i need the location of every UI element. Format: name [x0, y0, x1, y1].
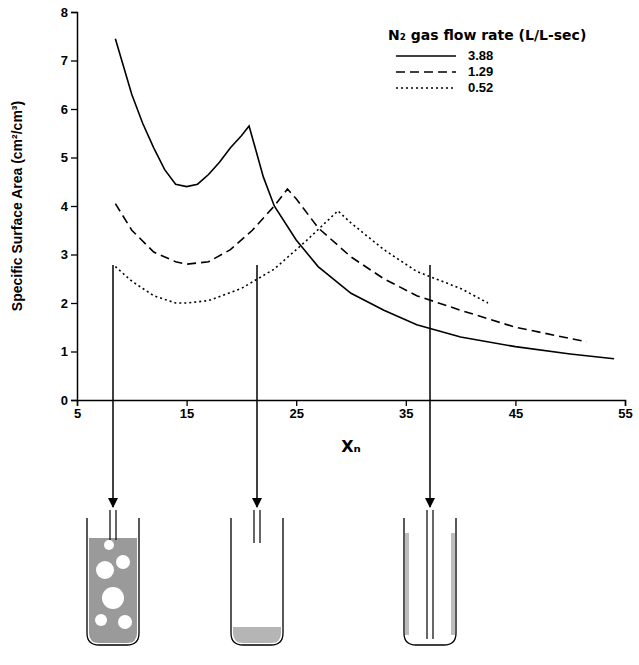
arrow — [112, 265, 114, 507]
tick: 8 — [61, 5, 77, 20]
legend-swatch — [396, 71, 456, 73]
tick: 3 — [61, 247, 77, 262]
x-axis-title: Xₙ — [341, 437, 361, 456]
legend: N₂ gas flow rate (L/L-sec) 3.881.290.52 — [388, 27, 586, 95]
tick-mark — [71, 303, 77, 304]
axis-line — [71, 13, 78, 401]
bubble — [104, 540, 114, 550]
tick-mark — [71, 157, 77, 158]
gas-pipe — [432, 510, 433, 639]
foam — [233, 627, 281, 643]
tick-mark — [296, 400, 297, 406]
tick-label: 7 — [61, 53, 68, 68]
tick-mark — [71, 254, 77, 255]
legend-label: 1.29 — [468, 64, 493, 79]
series-line — [115, 39, 614, 359]
tick-label: 25 — [289, 406, 303, 421]
tick-label: 3 — [61, 247, 68, 262]
arrow — [429, 265, 431, 507]
legend-swatch — [396, 55, 456, 57]
tube-wall — [87, 518, 139, 645]
tick-label: 6 — [61, 102, 68, 117]
tick-label: 55 — [618, 406, 632, 421]
tick-label: 15 — [180, 406, 194, 421]
tube-wall — [404, 518, 456, 645]
bubble — [118, 615, 132, 629]
tick: 25 — [289, 400, 303, 421]
x-axis: 5 15 25 35 45 55 — [74, 400, 633, 421]
tick-mark — [71, 206, 77, 207]
tick-mark — [186, 400, 187, 406]
legend-swatch — [396, 87, 456, 89]
tick: 4 — [61, 199, 77, 214]
tick: 5 — [74, 400, 81, 421]
tick-label: 0 — [61, 393, 68, 408]
film — [451, 533, 455, 635]
tick: 1 — [61, 344, 77, 359]
tick-label: 8 — [61, 5, 68, 20]
bubble — [95, 614, 107, 626]
tick-label: 5 — [61, 150, 68, 165]
tick: 45 — [509, 400, 523, 421]
tick: 55 — [618, 400, 632, 421]
tube — [87, 510, 139, 645]
film — [405, 533, 409, 635]
tube-wall — [231, 518, 283, 645]
tick-mark — [71, 12, 77, 13]
tick-label: 2 — [61, 296, 68, 311]
y-axis: 0 1 2 3 4 5 6 7 8 — [61, 5, 78, 408]
gas-pipe — [109, 510, 110, 540]
gas-pipe — [426, 510, 427, 639]
tube — [231, 510, 283, 645]
bubble — [102, 587, 124, 609]
tick-mark — [71, 109, 77, 110]
arrow — [256, 265, 258, 507]
gas-pipe — [115, 510, 116, 540]
tick: 6 — [61, 102, 77, 117]
gas-pipe — [253, 510, 254, 543]
tick: 15 — [180, 400, 194, 421]
tick: 7 — [61, 53, 77, 68]
tick-label: 1 — [61, 344, 68, 359]
tick-label: 5 — [74, 406, 81, 421]
lines — [115, 39, 614, 359]
legend-label: 3.88 — [468, 48, 493, 63]
tick-mark — [625, 400, 626, 406]
bubble — [116, 555, 130, 569]
illustrations — [87, 265, 456, 645]
foam — [89, 538, 137, 643]
axis-line — [78, 401, 626, 407]
gas-pipe — [259, 510, 260, 543]
bubble — [96, 561, 114, 579]
chart: 51525354555012345678XₙSpecific Surface A… — [0, 0, 639, 665]
tick: 0 — [61, 393, 77, 408]
tube — [404, 510, 456, 645]
tick-mark — [406, 400, 407, 406]
legend-label: 0.52 — [468, 80, 493, 95]
tick-mark — [515, 400, 516, 406]
tick-mark — [71, 400, 77, 401]
tick-label: 45 — [509, 406, 523, 421]
series-line — [115, 211, 488, 303]
tick-mark — [71, 60, 77, 61]
series-line — [115, 189, 586, 342]
tick: 2 — [61, 296, 77, 311]
tick-label: 35 — [399, 406, 413, 421]
legend-title: N₂ gas flow rate (L/L-sec) — [388, 27, 586, 43]
plot: 51525354555012345678 — [61, 5, 633, 422]
y-axis-title: Specific Surface Area (cm²/cm³) — [9, 101, 25, 311]
tick: 5 — [61, 150, 77, 165]
tick-label: 4 — [61, 199, 69, 214]
tick: 35 — [399, 400, 413, 421]
tick-mark — [71, 351, 77, 352]
